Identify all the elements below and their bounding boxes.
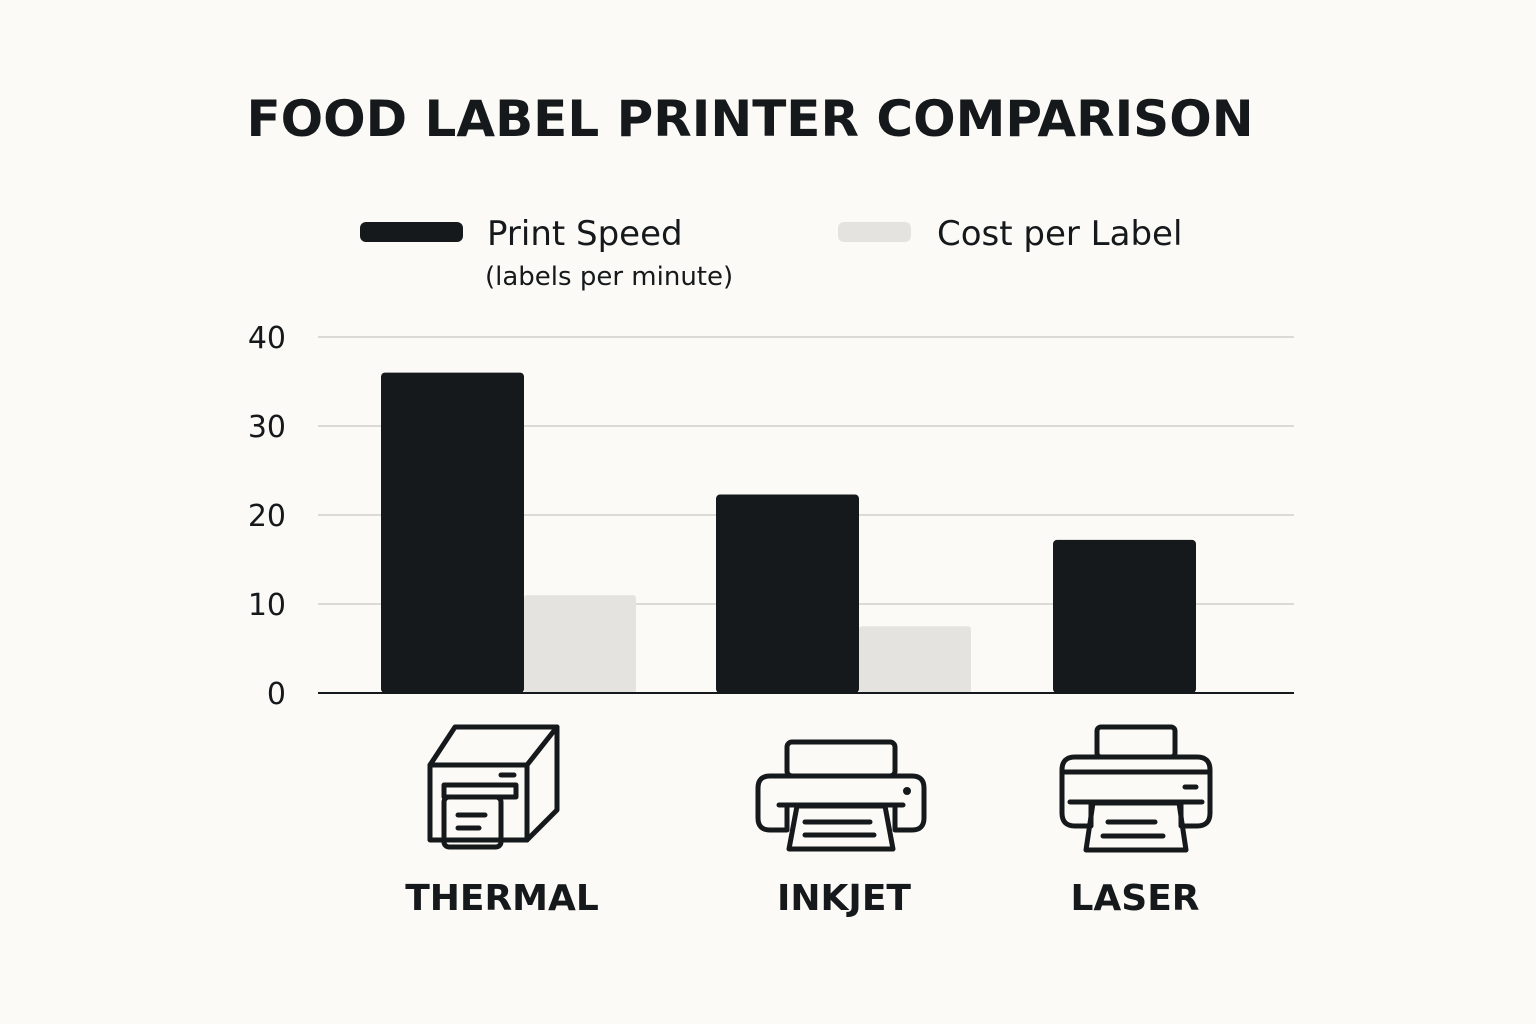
inkjet-printer-icon xyxy=(755,739,927,852)
y-tick-label-30: 30 xyxy=(248,410,286,445)
y-axis-ticks: 0 10 20 30 40 xyxy=(248,321,286,712)
legend-label-print-speed: Print Speed xyxy=(487,214,683,254)
legend-swatch-cost-per-label xyxy=(838,222,911,242)
legend-swatch-print-speed xyxy=(360,222,463,242)
bar-laser-print-speed xyxy=(1053,539,1196,693)
category-label-laser: LASER xyxy=(1070,878,1199,919)
legend-sublabel-print-speed: (labels per minute) xyxy=(485,262,733,292)
y-tick-label-10: 10 xyxy=(248,588,286,623)
category-label-thermal: THERMAL xyxy=(405,878,599,919)
legend: Print Speed (labels per minute) Cost per… xyxy=(360,214,1182,292)
bars xyxy=(381,372,1196,693)
chart-title: FOOD LABEL PRINTER COMPARISON xyxy=(246,90,1253,148)
bar-thermal-print-speed xyxy=(381,372,524,693)
bar-inkjet-print-speed xyxy=(716,494,859,693)
y-tick-label-20: 20 xyxy=(248,499,286,534)
laser-printer-icon xyxy=(1059,724,1213,853)
thermal-printer-icon xyxy=(427,724,560,850)
category-label-inkjet: INKJET xyxy=(777,878,911,919)
legend-label-cost-per-label: Cost per Label xyxy=(937,214,1182,254)
y-tick-label-40: 40 xyxy=(248,321,286,356)
bar-inkjet-cost-per-label xyxy=(859,626,971,693)
bar-thermal-cost-per-label xyxy=(524,595,636,693)
y-tick-label-0: 0 xyxy=(267,677,286,712)
